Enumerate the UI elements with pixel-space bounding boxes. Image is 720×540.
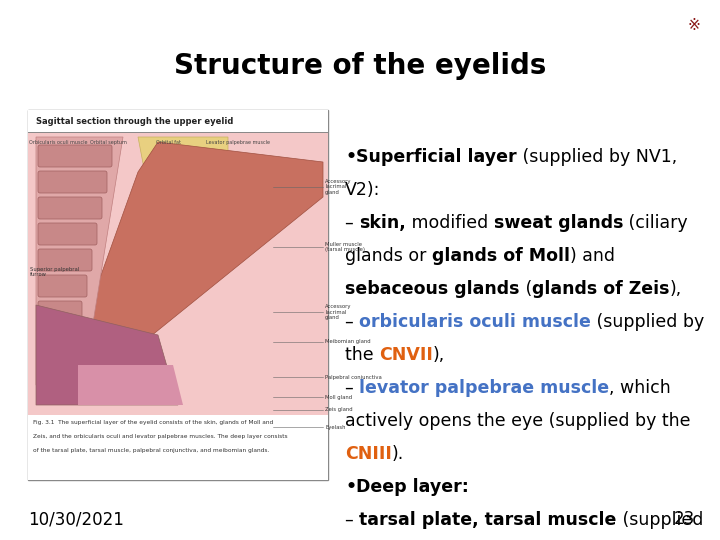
Text: glands of Zeis: glands of Zeis (532, 280, 670, 298)
Text: Moll gland: Moll gland (325, 395, 352, 400)
FancyBboxPatch shape (38, 145, 112, 167)
Text: Zeis, and the orbicularis oculi and levator palpebrae muscles. The deep layer co: Zeis, and the orbicularis oculi and leva… (33, 434, 287, 439)
Text: •: • (345, 148, 356, 166)
Text: Zeis gland: Zeis gland (325, 408, 353, 413)
Text: •: • (345, 478, 356, 496)
Bar (28, 132, 328, 415)
Polygon shape (78, 365, 183, 405)
Text: actively opens the eye (supplied by the: actively opens the eye (supplied by the (345, 412, 690, 430)
Text: Accessory
lacrimal
gland: Accessory lacrimal gland (325, 303, 351, 320)
Polygon shape (138, 137, 228, 242)
Text: (supplied by: (supplied by (591, 313, 704, 331)
Text: –: – (345, 379, 359, 397)
Text: Orbicularis oculi muscle: Orbicularis oculi muscle (29, 140, 87, 145)
Text: skin,: skin, (359, 214, 406, 232)
FancyBboxPatch shape (38, 275, 87, 297)
Text: ),: ), (670, 280, 682, 298)
Text: Superior palpebral
furrow: Superior palpebral furrow (30, 267, 79, 278)
Bar (28, 110, 328, 480)
Bar (28, 132, 328, 415)
Text: tarsal plate, tarsal muscle: tarsal plate, tarsal muscle (359, 511, 616, 529)
FancyBboxPatch shape (38, 197, 102, 219)
Text: (: ( (520, 280, 532, 298)
FancyBboxPatch shape (38, 223, 97, 245)
Text: glands or: glands or (345, 247, 432, 265)
Text: Palpebral conjunctiva: Palpebral conjunctiva (325, 375, 382, 380)
Text: ※: ※ (687, 18, 700, 33)
Text: Muller muscle
(tarsal muscle): Muller muscle (tarsal muscle) (325, 241, 365, 252)
Text: glands of Moll: glands of Moll (432, 247, 570, 265)
Text: Superficial layer: Superficial layer (356, 148, 517, 166)
Text: modified: modified (406, 214, 494, 232)
Text: ) and: ) and (570, 247, 615, 265)
Text: (supplied by NV1,: (supplied by NV1, (517, 148, 677, 166)
Text: 10/30/2021: 10/30/2021 (28, 510, 124, 528)
Text: , which: , which (609, 379, 671, 397)
Text: –: – (345, 214, 359, 232)
Text: levator palpebrae muscle: levator palpebrae muscle (359, 379, 609, 397)
Text: V2):: V2): (345, 181, 380, 199)
Text: orbicularis oculi muscle: orbicularis oculi muscle (359, 313, 591, 331)
Text: Eyelash: Eyelash (325, 424, 346, 429)
Text: Fig. 3.1  The superficial layer of the eyelid consists of the skin, glands of Mo: Fig. 3.1 The superficial layer of the ey… (33, 420, 274, 425)
Text: –: – (345, 511, 359, 529)
Text: Accessory
lacrimal
gland: Accessory lacrimal gland (325, 179, 351, 195)
Text: –: – (345, 313, 359, 331)
Text: (supplied: (supplied (616, 511, 703, 529)
Text: Structure of the eyelids: Structure of the eyelids (174, 52, 546, 80)
Bar (28, 415, 328, 480)
Text: ).: ). (392, 445, 404, 463)
Text: Orbital septum: Orbital septum (89, 140, 127, 145)
Text: of the tarsal plate, tarsal muscle, palpebral conjunctiva, and meibomian glands.: of the tarsal plate, tarsal muscle, palp… (33, 448, 269, 453)
Bar (28, 110, 328, 132)
Text: Sagittal section through the upper eyelid: Sagittal section through the upper eyeli… (36, 117, 233, 125)
Polygon shape (36, 137, 123, 385)
Text: 23: 23 (674, 510, 695, 528)
FancyBboxPatch shape (38, 171, 107, 193)
FancyBboxPatch shape (38, 249, 92, 271)
Text: ),: ), (433, 346, 445, 364)
Text: the: the (345, 346, 379, 364)
Text: CNIII: CNIII (345, 445, 392, 463)
Polygon shape (58, 142, 323, 395)
Text: Deep layer:: Deep layer: (356, 478, 469, 496)
FancyBboxPatch shape (38, 301, 82, 323)
Text: (ciliary: (ciliary (624, 214, 688, 232)
Text: sweat glands: sweat glands (494, 214, 624, 232)
Text: CNVII: CNVII (379, 346, 433, 364)
Text: sebaceous glands: sebaceous glands (345, 280, 520, 298)
Text: Meibomian gland: Meibomian gland (325, 340, 371, 345)
FancyBboxPatch shape (38, 327, 77, 349)
Text: Orbital fat: Orbital fat (156, 140, 181, 145)
Polygon shape (36, 305, 178, 405)
Text: Levator palpebrae muscle: Levator palpebrae muscle (206, 140, 270, 145)
